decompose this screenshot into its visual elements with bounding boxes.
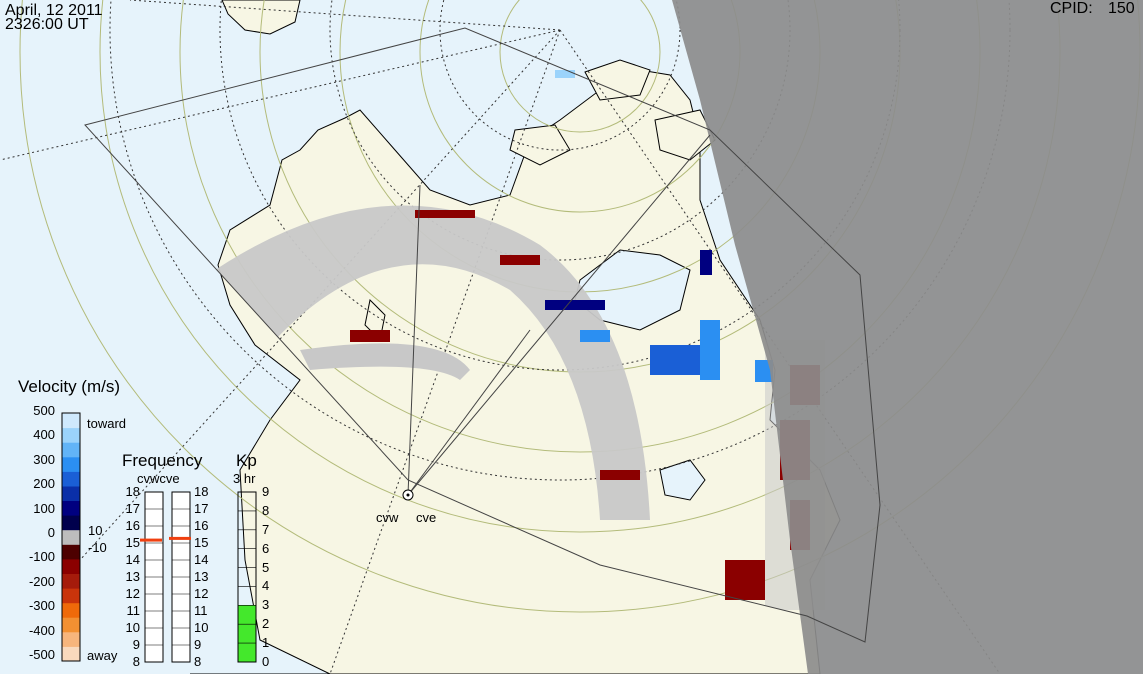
- kp-tick-label: 5: [262, 559, 270, 575]
- frequency-marker-cvw: [140, 538, 162, 542]
- velocity-tick-label: -100: [28, 549, 55, 565]
- velocity-color-segment: [62, 485, 80, 501]
- frequency-tick-label: 13: [194, 569, 209, 584]
- arctic-island: [584, 59, 651, 101]
- velocity-inner-tick-neg: -10: [88, 540, 107, 555]
- radar-label-cvw: cvw: [376, 510, 399, 525]
- great-lakes: [659, 459, 706, 501]
- field-of-view-outline: [84, 27, 881, 643]
- frequency-tick-label: 17: [194, 501, 209, 516]
- frequency-tick-label: 9: [132, 637, 140, 652]
- velocity-color-segment: [62, 515, 80, 531]
- kp-tick-label: 9: [262, 484, 270, 499]
- velocity-color-segment: [62, 456, 80, 472]
- kp-tick-label: 4: [262, 578, 270, 594]
- frequency-tick-label: 16: [194, 518, 209, 533]
- kp-title: Kp: [236, 451, 257, 470]
- velocity-tick-label: 500: [33, 403, 55, 418]
- velocity-tick-label: -500: [28, 647, 55, 662]
- velocity-tick-label: -200: [28, 573, 55, 589]
- velocity-away-label: away: [87, 648, 118, 663]
- groundscatter-band: [215, 205, 650, 521]
- velocity-color-segment: [62, 500, 80, 516]
- velocity-color-segment: [62, 442, 80, 458]
- kp-subtitle: 3 hr: [233, 471, 256, 486]
- frequency-tick-label: 16: [125, 518, 140, 533]
- kp-tick-label: 7: [262, 521, 270, 537]
- frequency-tick-label: 13: [125, 569, 140, 584]
- frequency-tick-label: 17: [125, 501, 140, 516]
- groundscatter-band: [300, 343, 470, 380]
- velocity-color-segment: [62, 413, 80, 429]
- velocity-color-segment: [62, 427, 80, 443]
- velocity-title: Velocity (m/s): [18, 377, 121, 396]
- velocity-color-segment: [62, 646, 80, 662]
- night-shading: [672, 0, 1143, 674]
- kp-tick-label: 3: [262, 597, 270, 613]
- kp-tick-label: 6: [262, 540, 270, 556]
- velocity-color-segment: [62, 588, 80, 604]
- cpid-value: 150: [1108, 0, 1135, 17]
- frequency-tick-label: 18: [194, 484, 209, 499]
- frequency-tick-label: 12: [194, 586, 209, 601]
- frequency-bars: [140, 491, 191, 663]
- frequency-tick-label: 15: [194, 535, 209, 550]
- kp-bar: [237, 491, 257, 663]
- frequency-tick-label: 10: [125, 620, 140, 635]
- kp-tick-label: 1: [262, 635, 270, 651]
- velocity-colorbar: [62, 413, 80, 662]
- frequency-title: Frequency: [122, 451, 203, 470]
- date-label: April, 12 2011: [5, 2, 103, 19]
- frequency-tick-label: 14: [125, 552, 140, 567]
- frequency-tick-label: 8: [132, 654, 140, 669]
- velocity-tick-label: -300: [28, 598, 55, 614]
- velocity-color-segment: [62, 617, 80, 633]
- frequency-tick-lines: [145, 491, 190, 663]
- radar-label-cve: cve: [416, 510, 437, 525]
- velocity-colorbar-frame: [61, 412, 81, 662]
- frequency-tick-label: 10: [194, 620, 209, 635]
- kp-bar-fill: [238, 605, 256, 662]
- velocity-tick-label: 300: [33, 451, 55, 467]
- velocity-color-segment: [62, 602, 80, 618]
- time-label: 2326:00 UT: [5, 16, 89, 33]
- frequency-tick-label: 8: [194, 654, 202, 669]
- frequency-marker-cve: [169, 536, 191, 540]
- velocity-color-segment: [62, 544, 80, 560]
- frequency-tick-label: 14: [194, 552, 209, 567]
- velocity-color-segment: [62, 573, 80, 589]
- velocity-tick-label: 200: [33, 476, 55, 492]
- kp-tick-label: 8: [262, 502, 270, 518]
- velocity-tick-label: 0: [47, 525, 55, 540]
- velocity-color-segment: [62, 558, 80, 574]
- velocity-inner-tick-pos: 10: [88, 523, 103, 538]
- frequency-tick-label: 12: [125, 586, 140, 601]
- frequency-subtitle: cvwcve: [137, 471, 180, 486]
- velocity-color-segment: [62, 471, 80, 487]
- kp-tick-label: 0: [262, 654, 270, 669]
- kp-tick-lines: [238, 491, 256, 663]
- cpid-label: CPID:: [1050, 0, 1093, 17]
- frequency-tick-label: 9: [194, 637, 202, 652]
- velocity-tick-label: -400: [28, 622, 55, 638]
- frequency-tick-label: 15: [125, 535, 140, 550]
- frequency-tick-label: 11: [126, 603, 141, 618]
- velocity-tick-label: 400: [33, 427, 55, 443]
- velocity-color-segment: [62, 631, 80, 647]
- frequency-tick-label: 11: [194, 603, 208, 618]
- velocity-color-segment: [62, 529, 80, 545]
- frequency-tick-label: 18: [125, 484, 140, 499]
- velocity-tick-label: 100: [33, 500, 55, 516]
- velocity-toward-label: toward: [87, 416, 127, 431]
- greenland-landmass: [221, 0, 301, 35]
- kp-tick-label: 2: [262, 616, 270, 632]
